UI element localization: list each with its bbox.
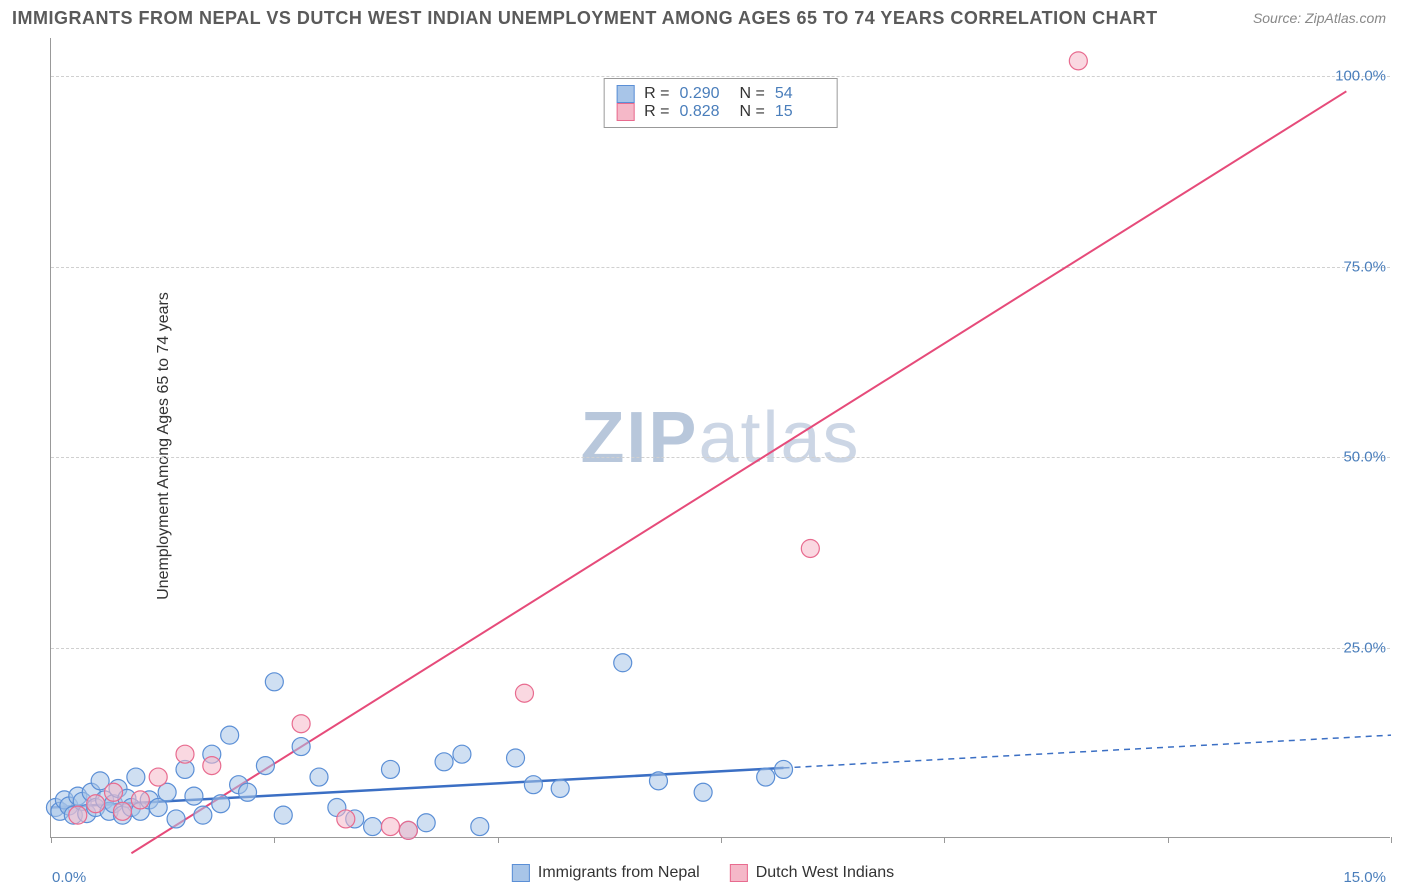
source-attribution: Source: ZipAtlas.com [1253, 10, 1386, 26]
data-point [131, 791, 149, 809]
data-point [69, 806, 87, 824]
swatch-dutch [730, 864, 748, 882]
x-tick [1391, 837, 1392, 843]
data-point [194, 806, 212, 824]
data-point [265, 673, 283, 691]
data-point [453, 745, 471, 763]
data-point [801, 539, 819, 557]
data-point [149, 768, 167, 786]
data-point [185, 787, 203, 805]
data-point [551, 779, 569, 797]
stat-R-label: R = [644, 103, 669, 121]
trend-line [131, 91, 1346, 853]
data-point [471, 818, 489, 836]
data-point [381, 760, 399, 778]
data-point [113, 802, 131, 820]
data-point [381, 818, 399, 836]
plot-area: ZIPatlas 25.0%50.0%75.0%100.0% R = 0.290… [50, 38, 1390, 838]
x-tick [721, 837, 722, 843]
x-tick [498, 837, 499, 843]
data-point [256, 757, 274, 775]
stat-nepal-N: 54 [775, 85, 825, 103]
data-point [167, 810, 185, 828]
stats-legend-box: R = 0.290 N = 54 R = 0.828 N = 15 [603, 78, 838, 128]
stat-dutch-N: 15 [775, 103, 825, 121]
data-point [127, 768, 145, 786]
data-point [364, 818, 382, 836]
stat-R-label: R = [644, 85, 669, 103]
data-point [105, 783, 123, 801]
x-tick-label-min: 0.0% [52, 869, 86, 886]
data-point [1069, 52, 1087, 70]
data-point [212, 795, 230, 813]
data-point [203, 757, 221, 775]
data-point [87, 795, 105, 813]
data-point [515, 684, 533, 702]
legend-label-dutch: Dutch West Indians [756, 864, 894, 882]
stat-dutch-R: 0.828 [680, 103, 730, 121]
legend-item-dutch: Dutch West Indians [730, 864, 894, 882]
data-point [292, 738, 310, 756]
data-point [292, 715, 310, 733]
swatch-nepal [616, 85, 634, 103]
correlation-chart: IMMIGRANTS FROM NEPAL VS DUTCH WEST INDI… [0, 0, 1406, 892]
stat-nepal-R: 0.290 [680, 85, 730, 103]
plot-svg [51, 38, 1390, 837]
data-point [757, 768, 775, 786]
data-point [649, 772, 667, 790]
swatch-dutch [616, 103, 634, 121]
legend-item-nepal: Immigrants from Nepal [512, 864, 700, 882]
x-tick [274, 837, 275, 843]
data-point [435, 753, 453, 771]
x-tick [944, 837, 945, 843]
data-point [614, 654, 632, 672]
data-point [176, 745, 194, 763]
x-tick-label-max: 15.0% [1343, 869, 1386, 886]
data-point [775, 760, 793, 778]
data-point [399, 821, 417, 839]
stat-row-nepal: R = 0.290 N = 54 [616, 85, 825, 103]
swatch-nepal [512, 864, 530, 882]
data-point [524, 776, 542, 794]
legend-label-nepal: Immigrants from Nepal [538, 864, 700, 882]
data-point [221, 726, 239, 744]
stat-row-dutch: R = 0.828 N = 15 [616, 103, 825, 121]
bottom-legend: Immigrants from Nepal Dutch West Indians [504, 862, 902, 884]
data-point [239, 783, 257, 801]
x-tick [51, 837, 52, 843]
data-point [694, 783, 712, 801]
chart-title: IMMIGRANTS FROM NEPAL VS DUTCH WEST INDI… [12, 8, 1158, 29]
data-point [507, 749, 525, 767]
x-tick [1168, 837, 1169, 843]
data-point [417, 814, 435, 832]
trend-line [784, 735, 1391, 768]
data-point [274, 806, 292, 824]
data-point [310, 768, 328, 786]
stat-N-label: N = [740, 85, 765, 103]
data-point [337, 810, 355, 828]
stat-N-label: N = [740, 103, 765, 121]
